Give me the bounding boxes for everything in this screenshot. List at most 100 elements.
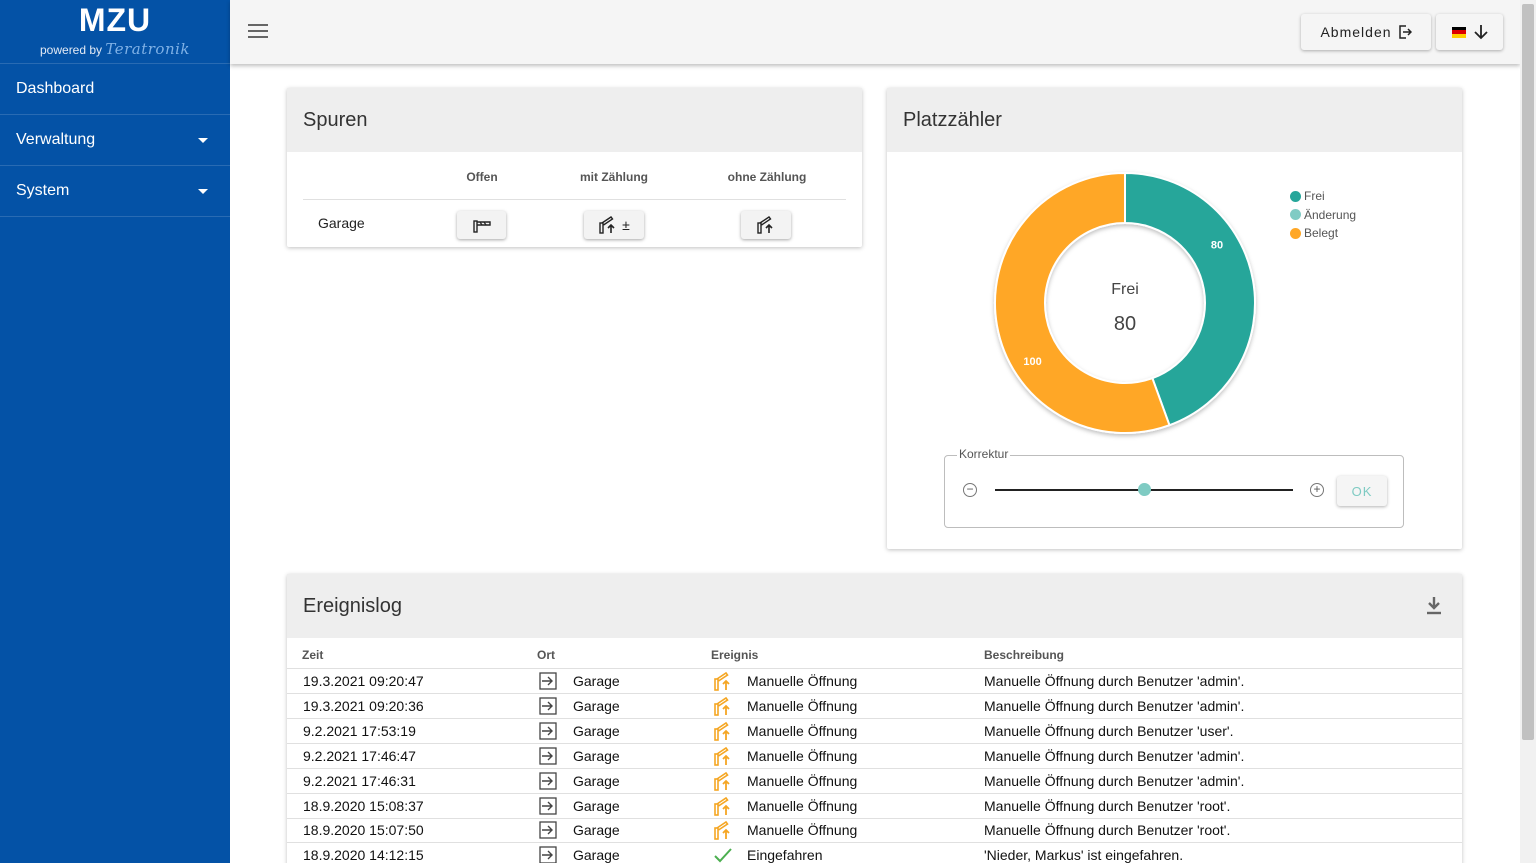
cell-ereignis: Manuelle Öffnung — [747, 697, 858, 714]
cell-ort: Garage — [573, 822, 620, 839]
cell-zeit: 18.9.2020 15:07:50 — [303, 822, 424, 839]
cell-ereignis: Manuelle Öffnung — [747, 772, 858, 789]
brand-subtitle: powered by Teratronik — [0, 40, 230, 58]
minus-circle-icon[interactable]: − — [963, 483, 977, 497]
cell-zeit: 19.3.2021 09:20:36 — [303, 697, 424, 714]
cell-ereignis: Manuelle Öffnung — [747, 747, 858, 764]
logout-label: Abmelden — [1320, 24, 1392, 40]
slice-label-frei: 80 — [1211, 240, 1223, 252]
arrow-down-icon — [1473, 25, 1488, 40]
table-row: 9.2.2021 17:46:31 Garage Manuelle Öffnung M… — [287, 769, 1462, 794]
ereignislog-title-text: Ereignislog — [303, 594, 402, 617]
table-row: 18.9.2020 15:08:37 Garage Manuelle Öffnung… — [287, 794, 1462, 819]
barrier-up-icon — [714, 721, 730, 741]
barrier-up-icon — [714, 671, 730, 691]
table-header: Zeit Ort Ereignis Beschreibung — [287, 638, 1462, 669]
entrance-icon — [539, 747, 557, 765]
cell-ort: Garage — [573, 697, 620, 714]
legend-dot — [1290, 209, 1301, 221]
cell-ort: Garage — [573, 673, 620, 689]
barrier-up-icon — [599, 216, 615, 234]
legend-item-belegt[interactable]: Belegt — [1290, 224, 1356, 243]
spuren-title: Spuren — [287, 88, 862, 152]
cell-beschreibung: Manuelle Öffnung durch Benutzer 'admin'. — [984, 772, 1245, 789]
cell-ort: Garage — [573, 747, 620, 764]
sidebar-item-dashboard[interactable]: Dashboard — [0, 64, 230, 115]
teratronik-logo: Teratronik — [105, 40, 190, 58]
cell-ereignis: Eingefahren — [747, 847, 823, 863]
column-header-offen: Offen — [466, 170, 498, 184]
top-bar: Abmelden — [230, 0, 1520, 64]
donut-center-label: Frei — [1111, 281, 1139, 298]
caret-down-icon — [198, 137, 208, 143]
barrier-open-icon — [472, 220, 491, 233]
ok-button[interactable]: OK — [1337, 476, 1387, 506]
column-header-mit-zaehlung: mit Zählung — [580, 170, 648, 184]
language-selector-button[interactable] — [1436, 14, 1503, 50]
sidebar-item-label: Dashboard — [16, 80, 95, 97]
download-icon[interactable] — [1426, 596, 1442, 616]
sidebar-item-system[interactable]: System — [0, 166, 230, 217]
table-row: 9.2.2021 17:46:47 Garage Manuelle Öffnung M… — [287, 744, 1462, 769]
donut-slice-belegt[interactable] — [994, 171, 1171, 434]
table-row: 18.9.2020 15:07:50 Garage Manuelle Öffnung… — [287, 818, 1462, 844]
cell-ereignis: Manuelle Öffnung — [747, 822, 858, 839]
legend-item-aenderung[interactable]: Änderung — [1290, 206, 1356, 225]
table-row: 9.2.2021 17:53:19 Garage Manuelle Öffnung M… — [287, 719, 1462, 744]
cell-zeit: 18.9.2020 15:08:37 — [303, 797, 424, 814]
entrance-icon — [539, 771, 557, 790]
legend-item-frei[interactable]: Frei — [1290, 187, 1356, 206]
brand-title: MZU — [78, 2, 152, 38]
slice-label-belegt: 100 — [1023, 356, 1041, 368]
german-flag-icon — [1451, 26, 1466, 38]
spuren-card: Spuren Offen mit Zählung ohne Zählung Ga… — [287, 88, 862, 247]
sidebar-item-verwaltung[interactable]: Verwaltung — [0, 115, 230, 166]
plus-circle-icon[interactable]: + — [1310, 483, 1324, 497]
cell-beschreibung: 'Nieder, Markus' ist eingefahren. — [984, 847, 1184, 863]
chart-legend: Frei Änderung Belegt — [1290, 187, 1356, 243]
open-without-count-button[interactable] — [741, 211, 791, 239]
table-row: 19.3.2021 09:20:36 Garage Manuelle Öffnung… — [287, 694, 1462, 719]
barrier-up-icon — [714, 746, 730, 766]
page-scrollbar[interactable] — [1520, 0, 1536, 863]
divider — [303, 199, 846, 200]
entrance-icon — [539, 697, 557, 715]
column-header-beschreibung[interactable]: Beschreibung — [984, 648, 1065, 662]
cell-ereignis: Manuelle Öffnung — [747, 673, 858, 689]
logout-button[interactable]: Abmelden — [1301, 14, 1431, 50]
cell-zeit: 19.3.2021 09:20:47 — [303, 673, 424, 689]
entrance-icon — [539, 672, 557, 690]
cell-beschreibung: Manuelle Öffnung durch Benutzer 'admin'. — [984, 673, 1245, 689]
cell-zeit: 18.9.2020 14:12:15 — [303, 847, 424, 863]
slider-handle[interactable] — [1137, 483, 1151, 496]
cell-zeit: 9.2.2021 17:46:47 — [303, 747, 416, 764]
column-header-ereignis[interactable]: Ereignis — [711, 648, 759, 662]
cell-ort: Garage — [573, 797, 620, 814]
table-row: 19.3.2021 09:20:47 Garage Manuelle Öffnung… — [287, 669, 1462, 694]
legend-label: Frei — [1304, 189, 1325, 204]
open-with-count-button[interactable]: ± — [584, 211, 644, 239]
cell-zeit: 9.2.2021 17:53:19 — [303, 722, 416, 739]
platzzaehler-card: Platzzähler 80 100 Frei 80 Frei Änderung… — [887, 88, 1462, 549]
cell-beschreibung: Manuelle Öffnung durch Benutzer 'root'. — [984, 797, 1231, 814]
open-barrier-button[interactable] — [457, 211, 506, 239]
barrier-up-icon — [757, 216, 773, 234]
ereignislog-title: Ereignislog — [287, 574, 1462, 638]
hamburger-menu-icon[interactable] — [248, 24, 268, 40]
powered-by-text: powered by — [40, 43, 103, 57]
donut-center-value: 80 — [1114, 313, 1136, 335]
cell-ereignis: Manuelle Öffnung — [747, 797, 858, 814]
legend-dot — [1290, 227, 1301, 239]
column-header-ort[interactable]: Ort — [537, 648, 555, 662]
ereignislog-card: Ereignislog Zeit Ort Ereignis Beschreibu… — [287, 574, 1462, 863]
donut-slice-frei[interactable] — [1124, 171, 1256, 427]
cell-ereignis: Manuelle Öffnung — [747, 722, 858, 739]
entrance-icon — [539, 846, 557, 863]
cell-beschreibung: Manuelle Öffnung durch Benutzer 'admin'. — [984, 747, 1245, 764]
platzzaehler-title: Platzzähler — [887, 88, 1462, 152]
cell-zeit: 9.2.2021 17:46:31 — [303, 772, 416, 789]
scrollbar-thumb[interactable] — [1522, 4, 1534, 740]
column-header-zeit[interactable]: Zeit — [302, 648, 324, 662]
cell-beschreibung: Manuelle Öffnung durch Benutzer 'admin'. — [984, 697, 1245, 714]
legend-dot — [1290, 190, 1301, 202]
